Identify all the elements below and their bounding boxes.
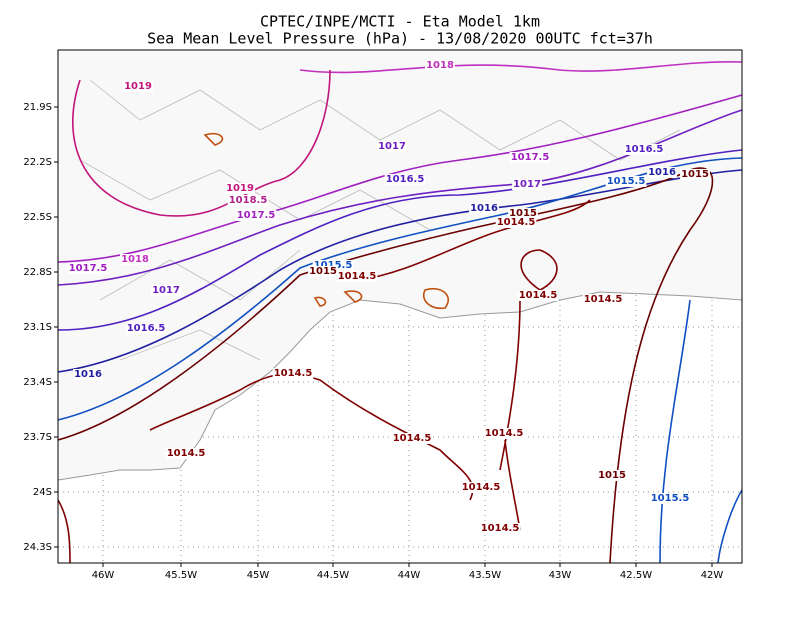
lon-label: 45W <box>247 570 270 581</box>
lon-label: 44W <box>398 570 421 581</box>
label-background <box>225 183 255 194</box>
isobar <box>203 132 449 310</box>
contour-label: 1016.5 <box>127 323 166 334</box>
label-background <box>125 323 167 334</box>
label-background <box>512 179 542 190</box>
isobar <box>57 149 743 331</box>
contour-label: 1018.5 <box>229 195 268 206</box>
lat-label: 22.2S <box>23 157 52 168</box>
contour-label: 1014.5 <box>497 217 536 228</box>
isobar <box>72 69 331 217</box>
lat-label: 23.7S <box>23 432 52 443</box>
contour-label: 1017.5 <box>511 152 550 163</box>
contour-label: 1016 <box>74 369 102 380</box>
contour-label: 1016 <box>648 167 676 178</box>
label-background <box>120 254 150 265</box>
lat-label: 23.4S <box>23 377 52 388</box>
label-background <box>605 176 647 187</box>
contour-label: 1017 <box>513 179 541 190</box>
lat-label: 22.8S <box>23 267 52 278</box>
label-background <box>123 81 153 92</box>
contour-label: 1014.5 <box>393 433 432 444</box>
contour-label: 1014.5 <box>485 428 524 439</box>
label-background <box>495 217 537 228</box>
lon-label: 42.5W <box>620 570 652 581</box>
contour-label: 1017.5 <box>237 210 276 221</box>
label-background <box>509 152 551 163</box>
contour-label: 1019 <box>226 183 254 194</box>
isobar <box>57 94 743 263</box>
contour-label: 1015.5 <box>607 176 646 187</box>
contour-label: 1018 <box>121 254 149 265</box>
contour-label: 1015 <box>681 169 709 180</box>
contour-label: 1015 <box>598 470 626 481</box>
contour-label: 1014.5 <box>274 368 313 379</box>
label-background <box>483 428 525 439</box>
label-background <box>151 285 181 296</box>
label-background <box>391 433 433 444</box>
contour-label: 1017.5 <box>69 263 108 274</box>
contour-label: 1014.5 <box>462 482 501 493</box>
contour-label: 1017 <box>152 285 180 296</box>
isobar <box>57 199 591 564</box>
lat-label: 24.3S <box>23 542 52 553</box>
label-background <box>312 260 354 271</box>
lat-label: 21.9S <box>23 102 52 113</box>
lon-label: 42W <box>701 570 724 581</box>
label-background <box>165 448 207 459</box>
contour-label: 1016.5 <box>625 144 664 155</box>
contour-label: 1014.5 <box>338 271 377 282</box>
label-background <box>308 266 338 277</box>
contour-label: 1019 <box>124 81 152 92</box>
contour-label: 1014.5 <box>519 290 558 301</box>
label-background <box>67 263 109 274</box>
land <box>57 49 743 481</box>
map-frame <box>57 49 743 564</box>
contour-label: 1015.5 <box>651 493 690 504</box>
label-background <box>597 470 627 481</box>
title-line: Sea Mean Level Pressure (hPa) - 13/08/20… <box>147 30 653 48</box>
label-background <box>582 294 624 305</box>
label-background <box>460 482 502 493</box>
lat-label: 23.1S <box>23 322 52 333</box>
labels: 21.9S 22.2S 22.5S 22.8S 23.1S 23.4S 23.7S 24S 24… <box>23 60 723 581</box>
label-background <box>479 523 521 534</box>
label-background <box>425 60 455 71</box>
lon-label: 43W <box>549 570 572 581</box>
isobar <box>57 167 714 564</box>
lon-label: 44.5W <box>317 570 349 581</box>
label-background <box>272 368 314 379</box>
label-background <box>647 167 677 178</box>
label-background <box>508 208 538 219</box>
label-background <box>384 174 426 185</box>
label-background <box>235 210 277 221</box>
isobar <box>299 61 743 74</box>
contour-label: 1015 <box>309 266 337 277</box>
contour-label: 1014.5 <box>167 448 206 459</box>
label-background <box>336 271 378 282</box>
label-background <box>469 203 499 214</box>
contour-label: 1014.5 <box>481 523 520 534</box>
contour-label: 1014.5 <box>584 294 623 305</box>
label-background <box>517 290 559 301</box>
lon-label: 43.5W <box>469 570 501 581</box>
contour-label: 1015.5 <box>314 260 353 271</box>
label-background <box>623 144 665 155</box>
lon-label: 45.5W <box>165 570 197 581</box>
label-background <box>73 369 103 380</box>
contour-label: 1016.5 <box>386 174 425 185</box>
title-line: CPTEC/INPE/MCTI - Eta Model 1km <box>260 13 540 31</box>
lat-label: 24S <box>33 487 52 498</box>
contour-label: 1016 <box>470 203 498 214</box>
contour-label: 1015 <box>509 208 537 219</box>
lat-label: 22.5S <box>23 212 52 223</box>
contour-label: 1018 <box>426 60 454 71</box>
label-background <box>680 169 710 180</box>
contour-label: 1017 <box>378 141 406 152</box>
label-background <box>377 141 407 152</box>
label-background <box>227 195 269 206</box>
lon-label: 46W <box>92 570 115 581</box>
label-background <box>649 493 691 504</box>
